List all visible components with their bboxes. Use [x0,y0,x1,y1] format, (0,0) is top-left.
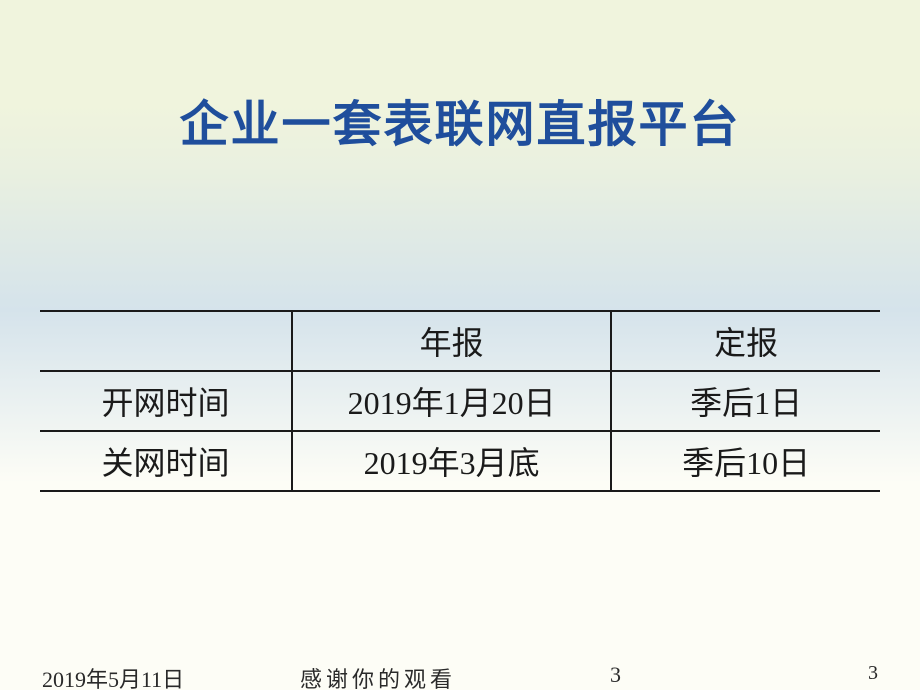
footer-page-center: 3 [610,662,621,688]
row-label-close: 关网时间 [40,431,292,491]
col-header-periodic: 定报 [611,311,880,371]
table: 年报 定报 开网时间 2019年1月20日 季后1日 关网时间 2019年3月底… [40,310,880,492]
table-header-row: 年报 定报 [40,311,880,371]
footer-page-right: 3 [868,662,878,685]
table-row: 关网时间 2019年3月底 季后10日 [40,431,880,491]
row-label-open: 开网时间 [40,371,292,431]
slide-title: 企业一套表联网直报平台 [0,85,920,156]
table-row: 开网时间 2019年1月20日 季后1日 [40,371,880,431]
schedule-table: 年报 定报 开网时间 2019年1月20日 季后1日 关网时间 2019年3月底… [40,310,880,492]
cell-close-annual: 2019年3月底 [292,431,611,491]
cell-close-periodic: 季后10日 [611,431,880,491]
cell-open-periodic: 季后1日 [611,371,880,431]
cell-open-annual: 2019年1月20日 [292,371,611,431]
col-header-blank [40,311,292,371]
col-header-annual: 年报 [292,311,611,371]
footer-date: 2019年5月11日 [42,662,184,690]
footer-thanks: 感谢你的观看 [300,662,456,690]
